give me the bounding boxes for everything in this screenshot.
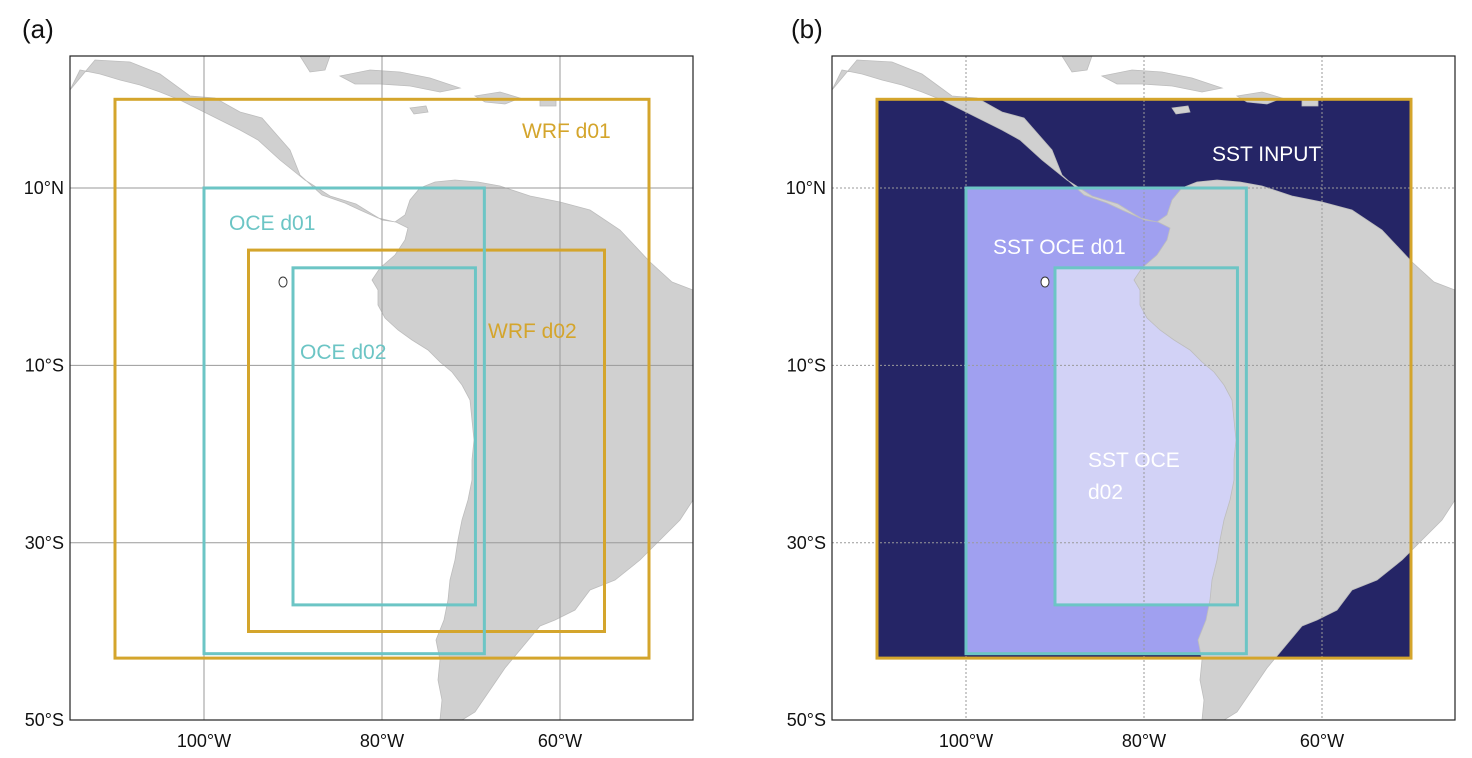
galapagos-island [278,276,288,288]
sst-input-label: SST INPUT [1212,143,1321,166]
lon-tick-label: 100°W [939,731,993,751]
sst-input-box [875,97,1413,660]
oce-d01-box [202,186,486,656]
land-shape [1171,105,1191,115]
oce-d02-box [291,266,477,607]
lat-tick-label: 10°S [25,355,64,375]
land-shape [1301,99,1319,107]
land-shape [338,69,462,93]
lat-tick-label: 10°N [24,178,64,198]
sst-oce-d02-label-line2: d02 [1088,481,1123,504]
lon-tick-label: 100°W [177,731,231,751]
lat-tick-label: 30°S [787,533,826,553]
lat-tick-label: 50°S [787,710,826,730]
lat-tick-label: 50°S [25,710,64,730]
panel-b-frame [831,55,1456,721]
oce-d02-box-b [1053,266,1239,607]
oce-d02-label: OCE d02 [300,341,386,364]
lon-tick-label: 60°W [1300,731,1344,751]
land-shape [832,59,1455,720]
wrf-d01-label: WRF d01 [522,120,611,143]
wrf-d02-label: WRF d02 [488,320,577,343]
land-shape [1100,69,1224,93]
land-shape [539,99,557,107]
lat-tick-label: 10°N [786,178,826,198]
panel-b-map: 100°W 80°W 60°W 10°N 10°S 30°S 50°S [786,55,1456,751]
sst-oce-d02-label-line1: SST OCE [1088,449,1180,472]
panel-a-map: 100°W 80°W 60°W 10°N 10°S 30°S 50°S [24,55,694,751]
panel-a-land [70,56,693,720]
wrf-d02-box [247,248,606,633]
panel-a-label: (a) [22,14,54,44]
land-shape [299,56,331,73]
land-shape [409,105,429,115]
lon-tick-label: 80°W [360,731,404,751]
lon-tick-label: 80°W [1122,731,1166,751]
wrf-d01-box [113,97,651,660]
lon-tick-label: 60°W [538,731,582,751]
land-shape [70,59,693,720]
sst-oce-d01-label: SST OCE d01 [993,236,1126,259]
galapagos-island [1040,276,1050,288]
land-shape [1061,56,1093,73]
oce-d01-box-b [964,186,1248,656]
panel-b-land [832,56,1455,720]
lat-tick-label: 10°S [787,355,826,375]
oce-d01-label: OCE d01 [229,212,315,235]
panel-b-label: (b) [791,14,823,44]
lat-tick-label: 30°S [25,533,64,553]
panel-a-frame [69,55,694,721]
